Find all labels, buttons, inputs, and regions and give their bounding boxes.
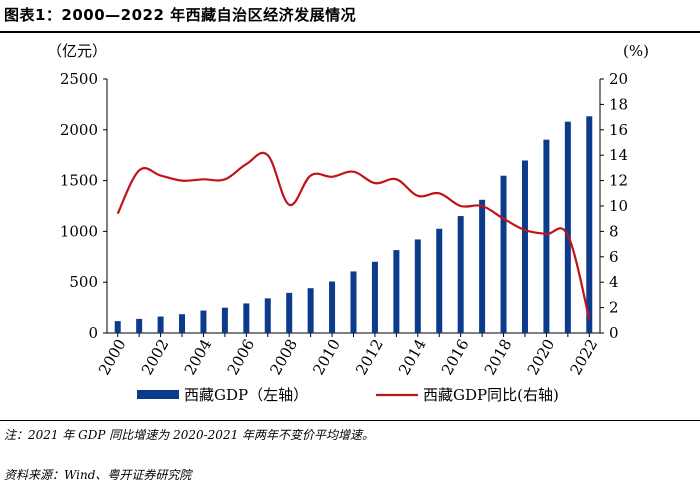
right-axis-tick-label: 10 [609, 197, 628, 215]
left-axis-tick-label: 2500 [60, 70, 98, 88]
line-series [116, 151, 591, 320]
title-divider [0, 31, 700, 33]
gdp-bar [479, 199, 486, 333]
right-axis-tick-label: 18 [609, 95, 628, 113]
right-axis-tick-label: 12 [609, 172, 628, 190]
right-axis-tick-label: 4 [609, 273, 619, 291]
bottom-divider [0, 420, 700, 421]
left-axis-tick-label: 2000 [60, 121, 98, 139]
chart-svg: 0 500 1000 1500 2000 2500 0 2 4 6 8 10 12 14 16 18 20 （亿元… [47, 42, 649, 404]
gdp-bar [350, 271, 357, 333]
gdp-bar [157, 316, 164, 333]
gdp-bar [414, 239, 421, 333]
x-axis-tick-label: 2004 [181, 336, 216, 378]
left-axis-tick-label: 0 [88, 324, 98, 342]
x-axis-tick-label: 2002 [138, 336, 173, 378]
gdp-bar [286, 292, 293, 333]
gdp-bar [371, 261, 378, 333]
gdp-bar [393, 250, 400, 333]
legend-label-line: 西藏GDP同比(右轴) [423, 386, 559, 404]
gdp-bar [543, 139, 550, 333]
right-axis-tick-label: 20 [609, 70, 628, 88]
gdp-growth-line [116, 151, 591, 320]
gdp-bar [521, 160, 528, 333]
gdp-bar [136, 318, 143, 333]
right-axis-tick-label: 16 [609, 121, 628, 139]
right-axis-tick-label: 14 [609, 146, 628, 164]
bar-series [114, 116, 593, 333]
x-axis-tick-label: 2014 [395, 336, 430, 378]
right-axis-tick-label: 2 [609, 299, 619, 317]
gdp-bar [200, 310, 207, 333]
left-axis-tick-label: 1500 [60, 172, 98, 190]
legend: 西藏GDP（左轴） 西藏GDP同比(右轴) [137, 386, 559, 404]
gdp-bar [307, 288, 314, 333]
gdp-bar [264, 298, 271, 333]
right-axis-tick-label: 0 [609, 324, 619, 342]
gdp-bar [457, 216, 464, 333]
gdp-bar [114, 321, 121, 333]
gdp-bar [586, 116, 593, 333]
x-axis-tick-label: 2010 [309, 336, 344, 378]
x-axis-tick-label: 2020 [524, 336, 559, 378]
legend-swatch-bar [137, 390, 179, 399]
chart-note: 注：2021 年 GDP 同比增速为 2020-2021 年两年不变价平均增速。 [4, 428, 375, 442]
right-axis-tick-label: 8 [609, 222, 619, 240]
left-axis-unit: （亿元） [47, 42, 107, 60]
right-axis-tick-label: 6 [609, 248, 619, 266]
x-axis-tick-label: 2008 [266, 336, 301, 378]
right-axis-unit: (%) [623, 42, 649, 60]
gdp-bar [436, 228, 443, 333]
x-axis-tick-label: 2006 [224, 336, 259, 378]
gdp-bar [221, 307, 228, 333]
x-axis-tick-label: 2000 [95, 336, 130, 378]
chart-source: 资料来源：Wind、粤开证券研究院 [4, 468, 192, 482]
x-axis-tick-label: 2022 [567, 336, 602, 378]
gdp-bar [243, 303, 250, 333]
gdp-bar [179, 314, 186, 333]
left-axis-tick-label: 500 [69, 273, 98, 291]
gdp-bar [500, 175, 507, 333]
legend-label-bar: 西藏GDP（左轴） [184, 386, 308, 404]
left-axis-tick-label: 1000 [60, 222, 98, 240]
gdp-bar [564, 121, 571, 333]
x-axis-tick-label: 2018 [481, 336, 516, 378]
x-axis-tick-label: 2012 [352, 336, 387, 378]
gdp-bar [329, 281, 336, 333]
chart-title: 图表1：2000—2022 年西藏自治区经济发展情况 [4, 6, 357, 24]
x-axis-tick-label: 2016 [438, 336, 473, 378]
